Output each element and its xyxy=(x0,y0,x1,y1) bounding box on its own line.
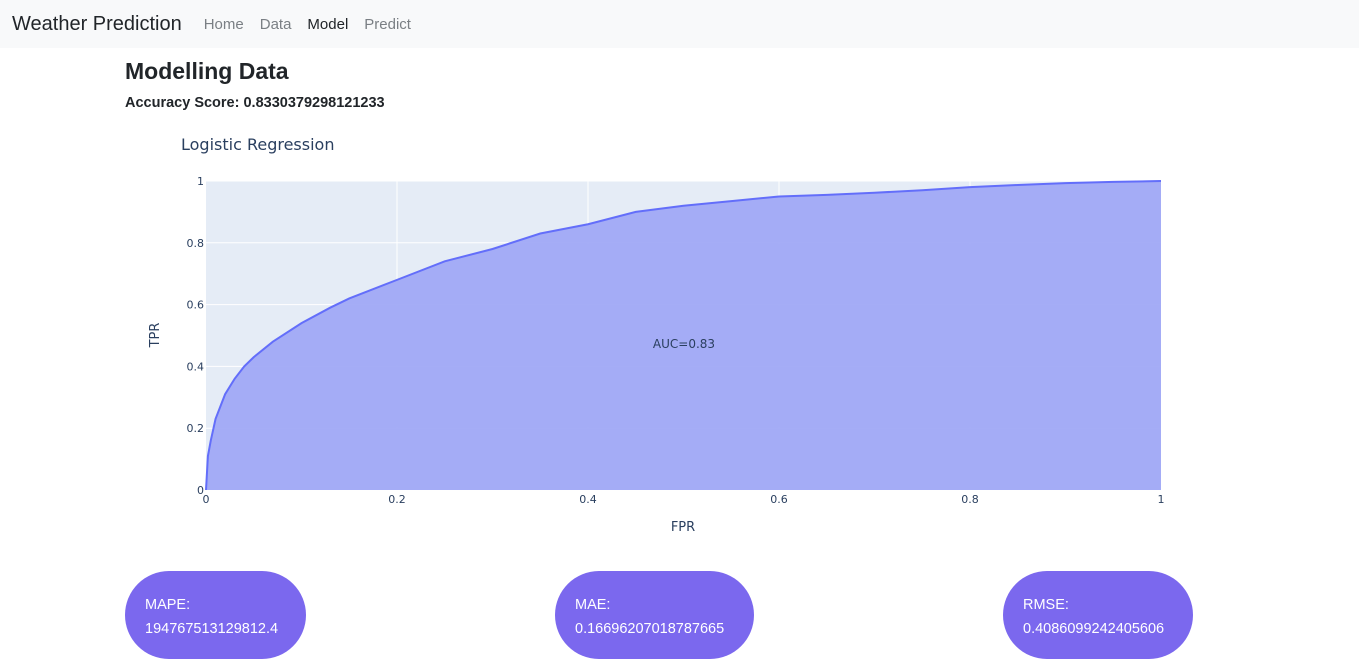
chart-title: Logistic Regression xyxy=(181,135,334,154)
roc-area-fill xyxy=(206,181,1161,490)
x-axis-ticks: 0 0.2 0.4 0.6 0.8 1 xyxy=(203,493,1165,506)
nav-link-data[interactable]: Data xyxy=(259,15,292,33)
auc-annotation: AUC=0.83 xyxy=(653,337,715,351)
metric-value: 0.4086099242405606 xyxy=(1023,621,1165,637)
x-tick-label: 0.8 xyxy=(961,493,979,506)
x-tick-label: 0.2 xyxy=(388,493,406,506)
navbar: Weather Prediction Home Data Model Predi… xyxy=(0,0,1359,48)
roc-chart: Logistic Regression 0 0.2 0.4 0.6 0.8 1 00.20… xyxy=(148,135,1165,535)
y-tick-label: 0.4 xyxy=(187,360,205,373)
accuracy-score: Accuracy Score: 0.8330379298121233 xyxy=(125,95,385,111)
x-tick-label: 0 xyxy=(203,493,210,506)
metric-value: 0.16696207018787665 xyxy=(575,621,725,637)
y-tick-label: 1 xyxy=(197,175,204,188)
y-axis-title: TPR xyxy=(148,323,163,349)
y-axis-ticks: 0 0.2 0.4 0.6 0.8 1 xyxy=(187,175,205,497)
x-axis-title: FPR xyxy=(671,520,695,535)
x-tick-label: 0.6 xyxy=(770,493,788,506)
navbar-brand[interactable]: Weather Prediction xyxy=(12,12,182,35)
metric-label: MAPE: xyxy=(145,597,191,613)
metric-label: MAE: xyxy=(575,597,611,613)
metric-card-mape: MAPE: 194767513129812.4 xyxy=(125,571,306,659)
nav-link-model[interactable]: Model xyxy=(307,15,349,33)
metric-label: RMSE: xyxy=(1023,597,1069,613)
metric-value: 194767513129812.4 xyxy=(145,621,279,637)
x-tick-label: 1 xyxy=(1158,493,1165,506)
y-tick-label: 0 xyxy=(197,484,204,497)
y-tick-label: 0.6 xyxy=(187,299,205,312)
y-tick-label: 0.8 xyxy=(187,237,205,250)
y-tick-label: 0.2 xyxy=(187,422,205,435)
nav-link-predict[interactable]: Predict xyxy=(364,15,411,33)
roc-curve-line xyxy=(205,180,1162,491)
nav-link-home[interactable]: Home xyxy=(203,15,244,33)
metric-card-rmse: RMSE: 0.4086099242405606 xyxy=(1003,571,1193,659)
page-title: Modelling Data xyxy=(125,58,289,84)
x-tick-label: 0.4 xyxy=(579,493,597,506)
metric-card-mae: MAE: 0.16696207018787665 xyxy=(555,571,754,659)
